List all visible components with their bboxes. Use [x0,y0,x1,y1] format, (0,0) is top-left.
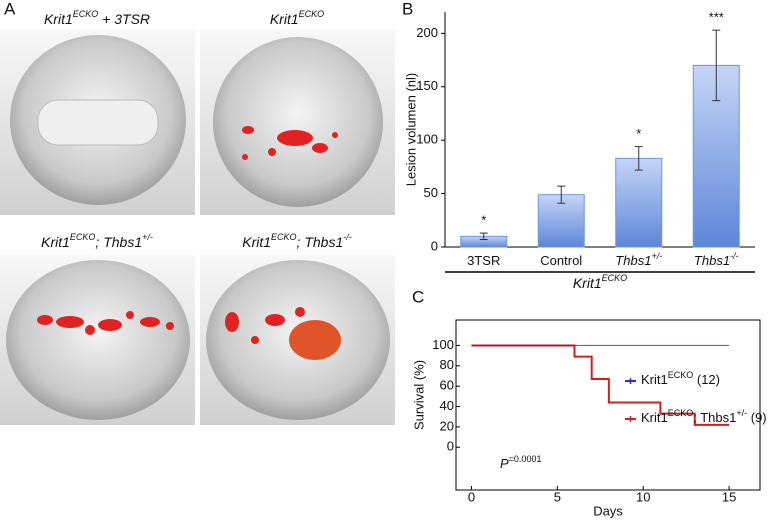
y-tick-label: 0 [447,439,454,454]
x-tick-label: Thbs1-/- [694,251,739,268]
image-label: Krit1ECKO + 3TSR [44,9,150,26]
legend-entry: Krit1ECKO; Thbs1+/- (9) [641,408,767,425]
y-tick-label: 50 [424,185,438,200]
superscript: -/- [730,251,739,261]
y-tick-label: 20 [440,418,454,433]
superscript: ECKO [271,232,297,242]
y-tick-label: 150 [416,78,438,93]
y-tick-label: 80 [440,357,454,372]
panel-label: B [402,0,413,18]
text-part: Krit1 [242,234,271,250]
superscript: ECKO [73,9,99,19]
superscript: =0.0001 [509,454,542,464]
image-panels [0,30,395,425]
text-part: Krit1 [641,410,668,425]
panel-label: C [412,287,424,306]
superscript: +/- [651,251,662,261]
superscript: +/- [736,408,747,418]
text-part: Krit1 [573,275,602,291]
superscript: +/- [142,232,153,242]
y-tick-label: 40 [440,398,454,413]
group-label: Krit1ECKO [573,273,627,290]
superscript: ECKO [299,9,325,19]
text-part: ; Thbs1 [297,234,344,250]
image-label: Krit1ECKO [270,9,324,26]
x-tick-label: Thbs1+/- [615,251,662,268]
x-tick-label: 0 [468,489,475,504]
text-part: P [500,456,509,471]
text-part: + 3TSR [98,11,150,27]
x-axis-label: Days [593,503,623,518]
significance: * [481,213,486,228]
bar [615,157,663,248]
y-tick-label: 60 [440,378,454,393]
superscript: ECKO [668,408,694,418]
superscript: ECKO [70,232,96,242]
survival-line [471,344,730,426]
panel-label: A [4,0,16,18]
superscript: -/- [343,232,352,242]
text-part: Thbs1 [694,253,730,268]
y-tick-label: 200 [416,25,438,40]
text-part: (12) [693,372,720,387]
significance: *** [709,10,724,25]
text-part: Thbs1 [615,253,651,268]
text-part: Krit1 [641,372,668,387]
superscript: ECKO [602,273,628,283]
y-tick-label: 100 [432,337,454,352]
superscript: ECKO [668,370,694,380]
significance: * [636,126,641,141]
y-axis-label: Lesion volumen (nl) [403,73,418,186]
legend-entry: Krit1ECKO (12) [641,370,720,387]
x-tick-label: 15 [722,489,736,504]
text-part: Control [540,253,582,268]
text-part: Krit1 [44,11,73,27]
y-axis-label: Survival (%) [411,360,426,430]
image-label: Krit1ECKO; Thbs1-/- [242,232,352,249]
x-tick-label: 10 [636,489,650,504]
x-tick-label: Control [540,253,582,268]
y-tick-label: 100 [416,132,438,147]
text-part: ; Thbs1 [693,410,736,425]
text-part: Krit1 [41,234,70,250]
x-tick-label: 3TSR [467,253,500,268]
text-part: ; Thbs1 [95,234,142,250]
text-part: Krit1 [270,11,299,27]
y-tick-label: 0 [431,238,438,253]
p-value: P=0.0001 [500,454,541,471]
text-part: (9) [747,410,767,425]
text-part: 3TSR [467,253,500,268]
bar [692,64,740,248]
x-tick-label: 5 [554,489,561,504]
plot-frame [455,319,761,491]
image-label: Krit1ECKO; Thbs1+/- [41,232,153,249]
